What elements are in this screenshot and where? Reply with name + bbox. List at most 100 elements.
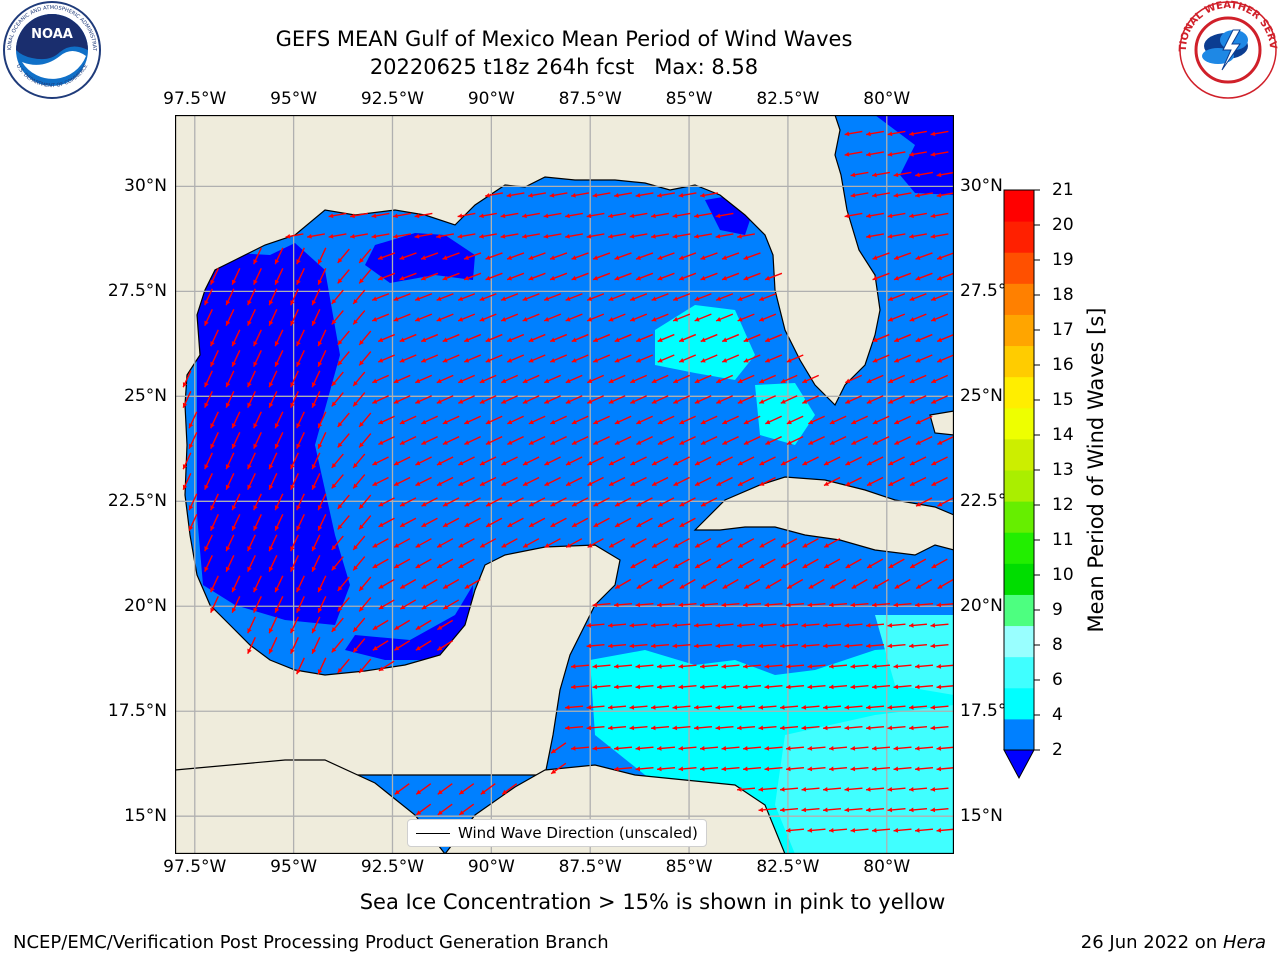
wave-direction-arrow xyxy=(672,725,691,731)
wave-direction-arrow xyxy=(528,415,546,425)
wave-direction-arrow xyxy=(865,725,885,731)
wave-direction-arrow xyxy=(204,534,213,552)
wave-direction-arrow xyxy=(764,766,783,772)
wave-direction-arrow xyxy=(613,746,633,751)
wave-direction-arrow xyxy=(915,252,933,260)
wave-direction-arrow xyxy=(823,558,841,569)
wave-direction-arrow xyxy=(225,452,235,470)
wave-direction-arrow xyxy=(352,474,366,489)
wave-direction-arrow xyxy=(722,415,739,425)
wave-direction-arrow xyxy=(699,766,719,772)
wave-direction-arrow xyxy=(528,272,546,281)
wave-direction-arrow xyxy=(543,374,562,384)
wave-direction-arrow xyxy=(372,538,389,548)
wave-direction-arrow xyxy=(893,602,912,608)
wave-direction-arrow xyxy=(415,619,432,631)
wave-direction-arrow xyxy=(608,456,626,466)
wave-direction-arrow xyxy=(371,293,390,301)
wave-direction-arrow xyxy=(801,705,820,710)
footer-credit: NCEP/EMC/Verification Post Processing Pr… xyxy=(13,932,609,953)
wave-direction-arrow xyxy=(544,395,561,404)
wave-direction-arrow xyxy=(571,497,589,507)
wave-direction-arrow xyxy=(850,746,869,751)
wave-direction-arrow xyxy=(372,619,389,631)
wave-direction-arrow xyxy=(737,456,755,466)
wave-direction-arrow xyxy=(436,395,454,404)
wave-direction-arrow xyxy=(845,558,862,569)
wave-direction-arrow xyxy=(614,578,632,590)
wave-direction-arrow xyxy=(936,684,954,690)
legend-line-swatch xyxy=(416,833,450,834)
wave-direction-arrow xyxy=(785,602,805,608)
wave-direction-arrow xyxy=(393,476,411,487)
wave-direction-arrow xyxy=(786,354,804,363)
wave-direction-arrow xyxy=(851,578,868,590)
wave-direction-arrow xyxy=(593,517,610,528)
colorbar xyxy=(1003,189,1040,780)
lon-tick-top-6: 82.5°W xyxy=(756,89,820,109)
wave-direction-arrow xyxy=(464,415,481,425)
wave-direction-arrow xyxy=(247,473,256,490)
wave-direction-arrow xyxy=(352,310,366,325)
wave-direction-arrow xyxy=(651,558,669,569)
wave-direction-arrow xyxy=(210,514,219,531)
wave-direction-arrow xyxy=(822,725,842,731)
wave-direction-arrow xyxy=(614,333,632,343)
colorbar-tick-11: 16 xyxy=(1052,355,1074,375)
wave-direction-arrow xyxy=(887,725,906,731)
wave-direction-arrow xyxy=(307,233,325,239)
wave-direction-arrow xyxy=(394,783,410,795)
wave-direction-arrow xyxy=(635,272,654,281)
wind-wave-period-map xyxy=(175,115,954,854)
wave-direction-arrow xyxy=(759,558,776,569)
wave-direction-arrow xyxy=(485,517,503,528)
wave-direction-arrow xyxy=(182,370,192,388)
wave-direction-arrow xyxy=(866,374,884,384)
colorbar-bin-16 xyxy=(1004,221,1034,253)
footer-date: 26 Jun 2022 on Hera xyxy=(1081,932,1266,953)
wave-direction-arrow xyxy=(636,435,653,446)
wave-direction-arrow xyxy=(607,705,627,710)
wave-direction-arrow xyxy=(399,517,417,528)
wave-direction-arrow xyxy=(657,192,675,198)
wave-direction-arrow xyxy=(268,555,278,572)
wave-direction-arrow xyxy=(436,313,454,322)
wave-direction-arrow xyxy=(930,807,949,813)
wave-direction-arrow xyxy=(636,517,653,528)
colorbar-under-triangle xyxy=(1003,749,1035,780)
wave-direction-arrow xyxy=(458,476,475,487)
wave-direction-arrow xyxy=(210,596,219,613)
wave-direction-arrow xyxy=(436,640,454,651)
wave-direction-arrow xyxy=(464,435,481,446)
wave-direction-arrow xyxy=(930,725,949,731)
wave-direction-arrow xyxy=(844,623,863,628)
wave-direction-arrow xyxy=(780,395,798,404)
wave-direction-arrow xyxy=(274,596,284,613)
colorbar-title: Mean Period of Wind Waves [s] xyxy=(1084,307,1108,633)
wave-direction-arrow xyxy=(866,395,884,404)
wave-direction-arrow xyxy=(458,558,475,569)
wave-direction-arrow xyxy=(399,497,417,507)
wave-direction-arrow xyxy=(479,476,497,487)
wave-direction-arrow xyxy=(564,725,584,731)
wave-direction-arrow xyxy=(501,476,518,487)
wave-direction-arrow xyxy=(296,657,305,675)
wave-direction-arrow xyxy=(722,578,739,590)
wave-direction-arrow xyxy=(522,395,540,404)
wave-direction-arrow xyxy=(565,233,583,239)
wave-direction-arrow xyxy=(635,192,654,198)
wave-direction-arrow xyxy=(210,350,219,367)
wave-direction-arrow xyxy=(930,643,949,649)
wave-direction-arrow xyxy=(225,473,235,490)
wave-direction-arrow xyxy=(358,494,372,510)
wave-direction-arrow xyxy=(317,247,327,265)
wave-direction-arrow xyxy=(930,212,949,219)
wave-direction-arrow xyxy=(893,828,912,833)
footer-date-text: 26 Jun 2022 on xyxy=(1080,932,1223,953)
wave-direction-arrow xyxy=(399,354,417,363)
lon-tick-top-3: 90°W xyxy=(467,89,515,109)
wave-direction-arrow xyxy=(337,576,350,592)
wave-direction-arrow xyxy=(872,354,890,363)
wave-direction-arrow xyxy=(721,602,740,608)
colorbar-bin-4 xyxy=(1004,594,1034,627)
